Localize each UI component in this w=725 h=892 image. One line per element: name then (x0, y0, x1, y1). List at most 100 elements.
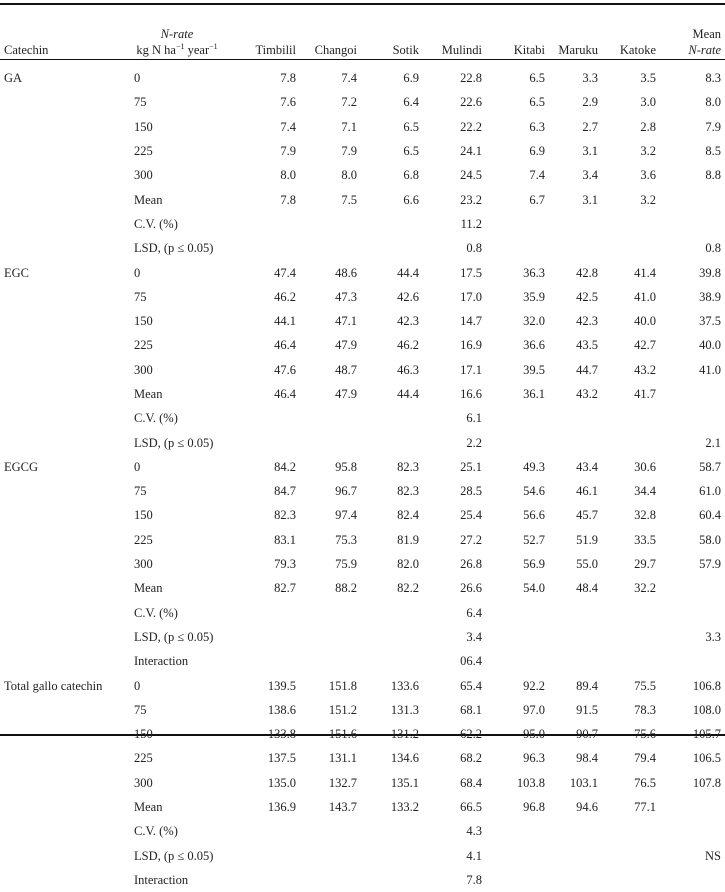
value-cell (549, 236, 602, 260)
table-row: Mean 46.4 47.9 44.4 16.6 36.1 43.2 41.7 (0, 382, 725, 406)
value-cell: 89.4 (576, 678, 598, 693)
value-cell: 11.2 (460, 216, 482, 231)
value-cell (361, 236, 423, 260)
value-cell (240, 212, 300, 236)
value-cell: 3.3 (705, 629, 721, 644)
value-cell: 43.5 (576, 338, 598, 353)
header-rule (0, 59, 725, 60)
header-mean-line2: N-rate (688, 43, 721, 57)
value-cell: 7.4 (341, 71, 357, 86)
catechin-name (0, 333, 130, 357)
row-label: LSD, (p ≤ 0.05) (134, 848, 214, 863)
value-cell: 106.5 (692, 751, 721, 766)
table-row: 75 84.7 96.7 82.3 28.5 54.6 46.1 34.4 61.0 (0, 479, 725, 503)
catechin-name (0, 406, 130, 430)
value-cell: 82.0 (397, 557, 419, 572)
value-cell: 7.8 (280, 192, 296, 207)
row-label: Interaction (134, 872, 189, 887)
catechin-name (0, 746, 130, 770)
value-cell: 75.3 (335, 532, 357, 547)
value-cell (486, 649, 549, 673)
value-cell: 88.2 (335, 581, 357, 596)
value-cell: 7.4 (529, 168, 545, 183)
table-row: 225 83.1 75.3 81.9 27.2 52.7 51.9 33.5 58.0 (0, 528, 725, 552)
value-cell: 6.6 (403, 192, 419, 207)
value-cell: 42.7 (634, 338, 656, 353)
value-cell: 28.5 (460, 484, 482, 499)
value-cell (361, 819, 423, 843)
value-cell (361, 430, 423, 454)
value-cell: 83.1 (274, 532, 296, 547)
row-label: 0 (134, 71, 141, 86)
value-cell (300, 868, 361, 892)
value-cell: 47.9 (335, 387, 357, 401)
value-cell: 14.7 (460, 314, 482, 329)
row-label: 300 (134, 168, 153, 183)
row-label: Mean (134, 581, 163, 596)
catechin-table: Catechin N-rate kg N ha−1 year−1 Timbili… (0, 8, 725, 892)
value-cell: 98.4 (576, 751, 598, 766)
value-cell: 6.3 (529, 119, 545, 134)
value-cell: 94.6 (576, 800, 598, 815)
table-row: 300 8.0 8.0 6.8 24.5 7.4 3.4 3.6 8.8 (0, 163, 725, 187)
value-cell: 131.1 (328, 751, 357, 766)
value-cell: 48.7 (335, 362, 357, 377)
catechin-name (0, 844, 130, 868)
table-row: LSD, (p ≤ 0.05) 0.8 0.8 (0, 236, 725, 260)
value-cell: 82.3 (274, 508, 296, 523)
catechin-name (0, 382, 130, 406)
row-label: LSD, (p ≤ 0.05) (134, 629, 214, 644)
value-cell: 32.0 (523, 314, 545, 329)
value-cell (660, 576, 725, 600)
value-cell: 46.2 (274, 289, 296, 304)
value-cell (361, 212, 423, 236)
header-site-kitabi: Kitabi (513, 43, 545, 57)
catechin-name: EGCG (4, 459, 39, 474)
value-cell: 135.1 (390, 775, 419, 790)
row-label: 75 (134, 484, 147, 499)
value-cell: 79.3 (274, 557, 296, 572)
table-row: LSD, (p ≤ 0.05) 3.4 3.3 (0, 625, 725, 649)
value-cell (660, 795, 725, 819)
value-cell (660, 212, 725, 236)
value-cell (300, 601, 361, 625)
header-nrate-line1: N-rate (160, 27, 194, 41)
value-cell: 96.8 (523, 800, 545, 815)
value-cell: 36.6 (523, 338, 545, 353)
header-site-sotik: Sotik (392, 43, 419, 57)
catechin-name (0, 139, 130, 163)
value-cell (486, 406, 549, 430)
value-cell (660, 382, 725, 406)
value-cell: 2.7 (582, 119, 598, 134)
value-cell: 56.9 (523, 557, 545, 572)
table-row: 300 47.6 48.7 46.3 17.1 39.5 44.7 43.2 41.0 (0, 358, 725, 382)
row-label: 225 (134, 144, 153, 159)
value-cell (361, 868, 423, 892)
value-cell: 139.5 (267, 678, 296, 693)
value-cell: 57.9 (699, 557, 721, 572)
value-cell: 3.2 (640, 192, 656, 207)
table-row: 300 135.0 132.7 135.1 68.4 103.8 103.1 76.5 107.… (0, 771, 725, 795)
value-cell: 65.4 (460, 678, 482, 693)
value-cell: 8.8 (705, 168, 721, 183)
catechin-name (0, 503, 130, 527)
value-cell (602, 844, 660, 868)
value-cell: 22.8 (460, 71, 482, 86)
table-row: 225 7.9 7.9 6.5 24.1 6.9 3.1 3.2 8.5 (0, 139, 725, 163)
value-cell: 06.4 (460, 654, 482, 669)
value-cell: 82.3 (397, 459, 419, 474)
value-cell (602, 236, 660, 260)
value-cell: 6.4 (466, 605, 482, 620)
row-label: 75 (134, 95, 147, 110)
catechin-name (0, 285, 130, 309)
value-cell: 2.2 (466, 435, 482, 450)
catechin-name (0, 115, 130, 139)
catechin-name (0, 795, 130, 819)
value-cell (549, 868, 602, 892)
value-cell: 41.0 (699, 362, 721, 377)
value-cell: 143.7 (328, 800, 357, 815)
catechin-name (0, 479, 130, 503)
value-cell: 49.3 (523, 459, 545, 474)
table-row: 75 46.2 47.3 42.6 17.0 35.9 42.5 41.0 38.9 (0, 285, 725, 309)
value-cell: 6.5 (529, 95, 545, 110)
